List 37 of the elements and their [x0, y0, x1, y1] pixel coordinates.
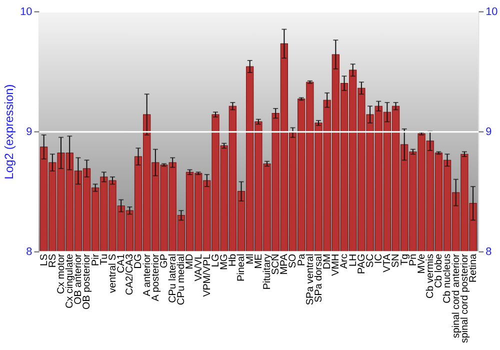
- x-tick-label: SPa dorsal: [313, 254, 324, 302]
- x-tick-label: VPM/VPL: [202, 253, 213, 297]
- x-tick-label: LG: [210, 254, 222, 268]
- x-tick-label: LS: [38, 253, 50, 266]
- x-tick-label: A anterior: [142, 253, 153, 296]
- y-axis-title: Log2 (expression): [2, 84, 16, 180]
- x-tick-label: OB posterior: [82, 253, 93, 310]
- y-tick-label: 10: [20, 6, 32, 18]
- x-tick-label: DG: [133, 254, 144, 269]
- y2-tick-label: 9: [486, 126, 492, 138]
- y-tick-label: 9: [26, 126, 32, 138]
- x-tick-label: ventral S: [107, 253, 118, 293]
- x-tick-label: Cb nucleus: [442, 254, 454, 304]
- x-tick-label: Tg: [399, 254, 410, 266]
- x-tick-label: A posterior: [150, 253, 162, 302]
- x-tick-label: Retina: [468, 253, 479, 282]
- x-tick-label: Arc: [339, 254, 350, 269]
- x-tick-label: LH: [348, 254, 359, 267]
- x-tick-label: RS: [47, 253, 58, 268]
- x-tick-label: spinal cord anterior: [450, 253, 462, 338]
- x-tick-label: MVe: [416, 253, 428, 274]
- y2-tick-label: 8: [486, 246, 492, 258]
- x-tick-label: PAG: [356, 254, 368, 274]
- y-tick-label: 8: [26, 246, 32, 258]
- x-tick-label: ME: [253, 253, 264, 269]
- x-tick-label: Pituitary: [262, 254, 273, 290]
- y2-tick-label: 10: [486, 6, 498, 18]
- x-tick-label: Ml: [244, 254, 256, 264]
- x-tick-label: SO: [288, 254, 299, 268]
- x-tick-label: SC: [364, 254, 376, 268]
- x-tick-label: Pir: [90, 253, 102, 266]
- x-tick-label: SN: [390, 254, 402, 268]
- x-tick-label: Pa: [296, 253, 308, 266]
- x-tick-label: GP: [158, 253, 170, 268]
- x-tick-label: Tu: [98, 254, 110, 266]
- x-tick-label: Pn: [408, 254, 419, 266]
- x-tick-label: spinal cord posterior: [459, 253, 470, 344]
